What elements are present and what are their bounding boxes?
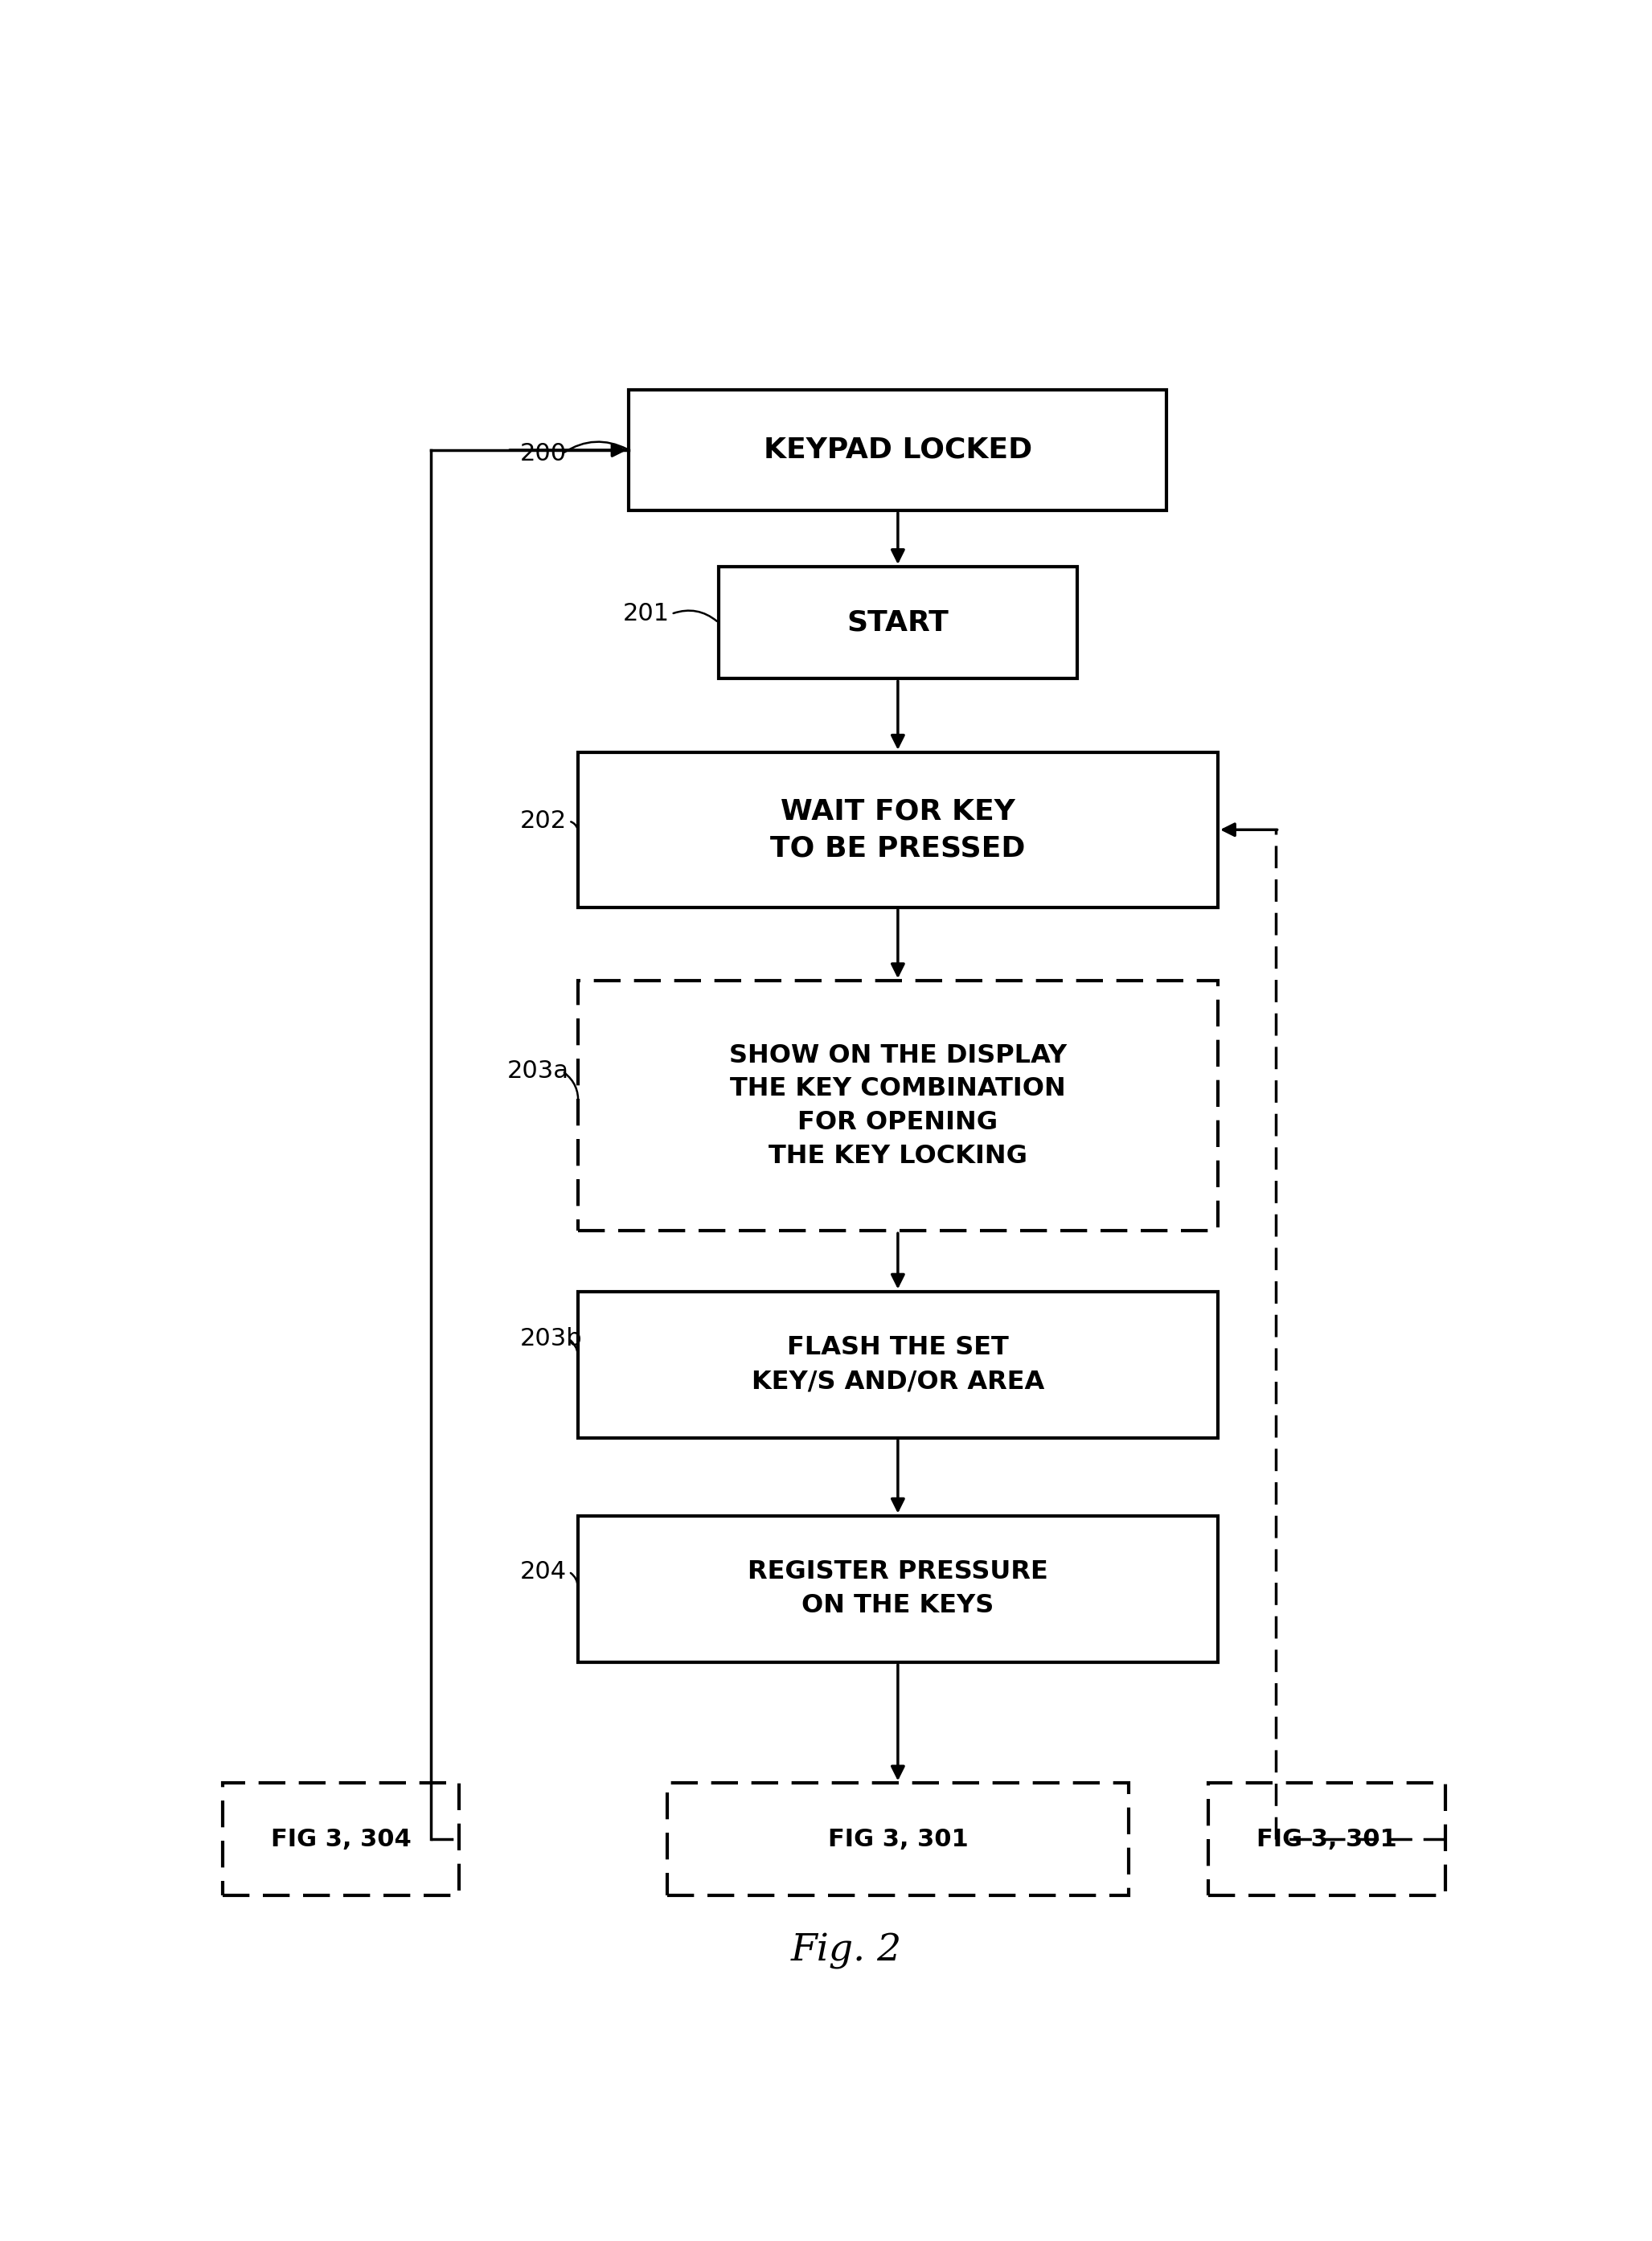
Text: 203b: 203b (520, 1327, 583, 1351)
Text: FIG 3, 301: FIG 3, 301 (1257, 1826, 1398, 1851)
Text: 201: 201 (623, 603, 669, 625)
Text: 202: 202 (520, 809, 567, 834)
Text: KEYPAD LOCKED: KEYPAD LOCKED (763, 437, 1032, 464)
Bar (667, 1784, 1128, 1896)
Bar (629, 390, 1166, 511)
Bar (719, 567, 1077, 679)
Bar (578, 1291, 1218, 1439)
Text: FLASH THE SET
KEY/S AND/OR AREA: FLASH THE SET KEY/S AND/OR AREA (752, 1336, 1044, 1394)
Text: FIG 3, 304: FIG 3, 304 (271, 1826, 411, 1851)
Bar (578, 982, 1218, 1230)
Bar (1208, 1784, 1446, 1896)
Text: 204: 204 (520, 1560, 567, 1584)
Text: FIG 3, 301: FIG 3, 301 (828, 1826, 968, 1851)
Text: Fig. 2: Fig. 2 (791, 1934, 902, 1970)
Bar (578, 1515, 1218, 1663)
Text: 203a: 203a (507, 1060, 570, 1082)
Text: WAIT FOR KEY
TO BE PRESSED: WAIT FOR KEY TO BE PRESSED (770, 798, 1026, 863)
Bar (578, 753, 1218, 908)
Text: SHOW ON THE DISPLAY
THE KEY COMBINATION
FOR OPENING
THE KEY LOCKING: SHOW ON THE DISPLAY THE KEY COMBINATION … (729, 1042, 1067, 1168)
Bar (223, 1784, 459, 1896)
Text: REGISTER PRESSURE
ON THE KEYS: REGISTER PRESSURE ON THE KEYS (748, 1560, 1047, 1618)
Text: 200: 200 (520, 441, 567, 466)
Text: START: START (847, 610, 948, 636)
